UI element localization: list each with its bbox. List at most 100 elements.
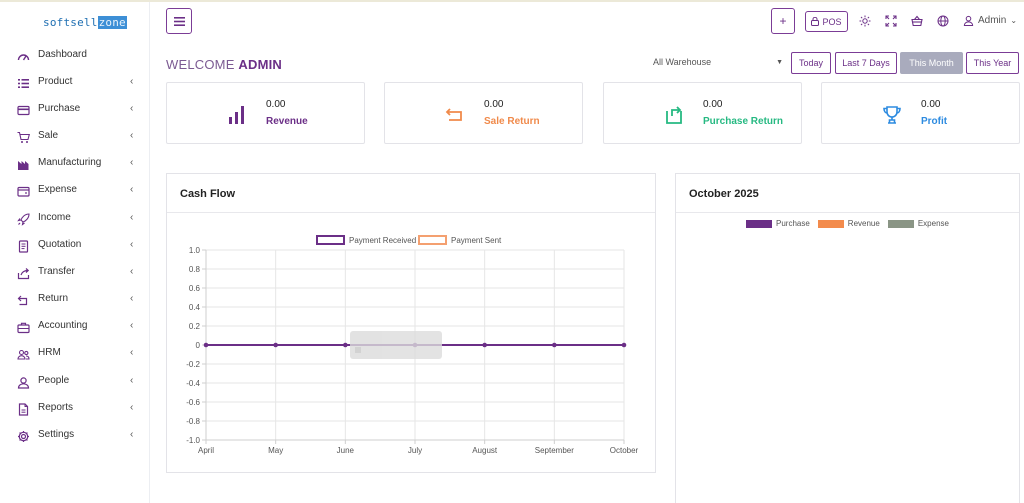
data-point	[203, 342, 209, 348]
logo-text: softsell	[43, 16, 98, 29]
stat-card-purchase-return[interactable]: 0.00 Purchase Return	[603, 82, 802, 144]
fullscreen-icon[interactable]	[885, 15, 897, 27]
cashflow-panel: Cash Flow 1.0 0.8 0.6 0.4 0.2 0 -0.2 -0.4 -0.6 -0…	[166, 173, 656, 473]
sidebar-item-hrm[interactable]: HRM ‹	[0, 341, 150, 368]
range-this-year-button[interactable]: This Year	[966, 52, 1019, 74]
x-tick-label: August	[472, 446, 498, 455]
x-tick-label: October	[610, 446, 639, 455]
legend-label: Payment Received	[349, 236, 416, 245]
sidebar-item-transfer[interactable]: Transfer ‹	[0, 260, 150, 287]
rocket-icon	[17, 213, 30, 226]
chart-tooltip	[350, 331, 442, 359]
welcome-heading: WELCOME ADMIN	[166, 57, 282, 72]
legend-label: Purchase	[776, 219, 810, 228]
cart-icon	[17, 131, 30, 144]
y-tick-label: 0.4	[189, 303, 201, 312]
sidebar-item-settings[interactable]: Settings ‹	[0, 423, 150, 450]
stat-card-sale-return[interactable]: 0.00 Sale Return	[384, 82, 583, 144]
menu-toggle-button[interactable]	[166, 8, 192, 34]
chevron-left-icon[interactable]: ‹	[130, 212, 134, 223]
stat-value: 0.00	[703, 99, 723, 110]
chevron-left-icon[interactable]: ‹	[130, 239, 134, 250]
sidebar-item-return[interactable]: Return ‹	[0, 287, 150, 314]
wallet-icon	[17, 185, 30, 198]
sidebar-item-label: Settings	[38, 429, 75, 440]
sidebar-item-label: Transfer	[38, 266, 75, 277]
sidebar-item-expense[interactable]: Expense ‹	[0, 178, 150, 205]
y-tick-label: 0.6	[189, 284, 201, 293]
chevron-left-icon[interactable]: ‹	[130, 320, 134, 331]
y-tick-label: -0.8	[186, 417, 200, 426]
globe-icon[interactable]	[937, 15, 949, 27]
chevron-left-icon[interactable]: ‹	[130, 375, 134, 386]
chevron-left-icon[interactable]: ‹	[130, 76, 134, 87]
chevron-left-icon[interactable]: ‹	[130, 429, 134, 440]
monthly-title: October 2025	[689, 188, 759, 200]
range-this-month-button[interactable]: This Month	[900, 52, 963, 74]
stat-value: 0.00	[921, 99, 941, 110]
y-tick-label: -0.2	[186, 360, 200, 369]
stat-label: Purchase Return	[703, 116, 784, 127]
legend-item-purchase[interactable]: Purchase	[746, 219, 810, 228]
stat-card-revenue[interactable]: 0.00 Revenue	[166, 82, 365, 144]
sidebar-item-purchase[interactable]: Purchase ‹	[0, 97, 150, 124]
basket-icon[interactable]	[911, 15, 923, 27]
y-tick-label: 1.0	[189, 246, 201, 255]
legend-label: Payment Sent	[451, 236, 502, 245]
chevron-left-icon[interactable]: ‹	[130, 347, 134, 358]
sidebar-item-dashboard[interactable]: Dashboard	[0, 43, 150, 70]
warehouse-select[interactable]: All Warehouse ▼	[653, 57, 783, 71]
stat-value: 0.00	[266, 99, 286, 110]
user-menu[interactable]: Admin ⌄	[963, 15, 1017, 26]
return-arrow-icon	[445, 105, 465, 125]
data-point	[552, 342, 557, 348]
sidebar-item-product[interactable]: Product ‹	[0, 70, 150, 97]
chevron-left-icon[interactable]: ‹	[130, 402, 134, 413]
sidebar: softsellzone Dashboard Product ‹ Purchase ‹ S…	[0, 2, 150, 503]
y-tick-label: -0.6	[186, 398, 200, 407]
chevron-left-icon[interactable]: ‹	[130, 184, 134, 195]
sidebar-item-income[interactable]: Income ‹	[0, 206, 150, 233]
range-today-button[interactable]: Today	[791, 52, 831, 74]
user-icon	[17, 376, 30, 389]
sidebar-item-label: Manufacturing	[38, 157, 102, 168]
sidebar-item-manufacturing[interactable]: Manufacturing ‹	[0, 151, 150, 178]
sidebar-item-label: Dashboard	[38, 49, 87, 60]
document-icon	[17, 240, 30, 253]
chevron-left-icon[interactable]: ‹	[130, 130, 134, 141]
chevron-left-icon[interactable]: ‹	[130, 293, 134, 304]
brightness-icon[interactable]	[859, 15, 871, 27]
sidebar-item-reports[interactable]: Reports ‹	[0, 396, 150, 423]
warehouse-value: All Warehouse	[653, 57, 712, 67]
range-last-7-days-button[interactable]: Last 7 Days	[835, 52, 897, 74]
legend-item-revenue[interactable]: Revenue	[817, 219, 880, 228]
chevron-left-icon[interactable]: ‹	[130, 266, 134, 277]
pos-button[interactable]: POS	[805, 11, 848, 32]
y-tick-label: 0	[196, 341, 201, 350]
chevron-left-icon[interactable]: ‹	[130, 157, 134, 168]
stat-card-profit[interactable]: 0.00 Profit	[821, 82, 1020, 144]
logo-highlight: zone	[97, 16, 127, 29]
sidebar-item-label: Product	[38, 76, 73, 87]
legend-swatch	[316, 235, 345, 245]
add-button[interactable]: +	[771, 8, 795, 34]
sidebar-item-quotation[interactable]: Quotation ‹	[0, 233, 150, 260]
chevron-left-icon[interactable]: ‹	[130, 103, 134, 114]
stat-label: Sale Return	[484, 116, 540, 127]
logo[interactable]: softsellzone	[43, 16, 127, 29]
tooltip-swatch	[355, 347, 361, 353]
welcome-prefix: WELCOME	[166, 57, 235, 72]
sidebar-item-people[interactable]: People ‹	[0, 369, 150, 396]
data-point	[343, 342, 348, 348]
box-arrow-icon	[664, 105, 684, 125]
pos-label: POS	[822, 16, 842, 27]
sidebar-item-accounting[interactable]: Accounting ‹	[0, 314, 150, 341]
sidebar-item-sale[interactable]: Sale ‹	[0, 124, 150, 151]
legend-label: Revenue	[847, 219, 880, 228]
report-icon	[17, 403, 30, 416]
legend-item-expense[interactable]: Expense	[887, 219, 949, 228]
sidebar-item-label: People	[38, 375, 70, 386]
gear-icon	[17, 430, 30, 443]
legend-swatch	[817, 219, 844, 228]
x-tick-label: July	[408, 446, 422, 455]
